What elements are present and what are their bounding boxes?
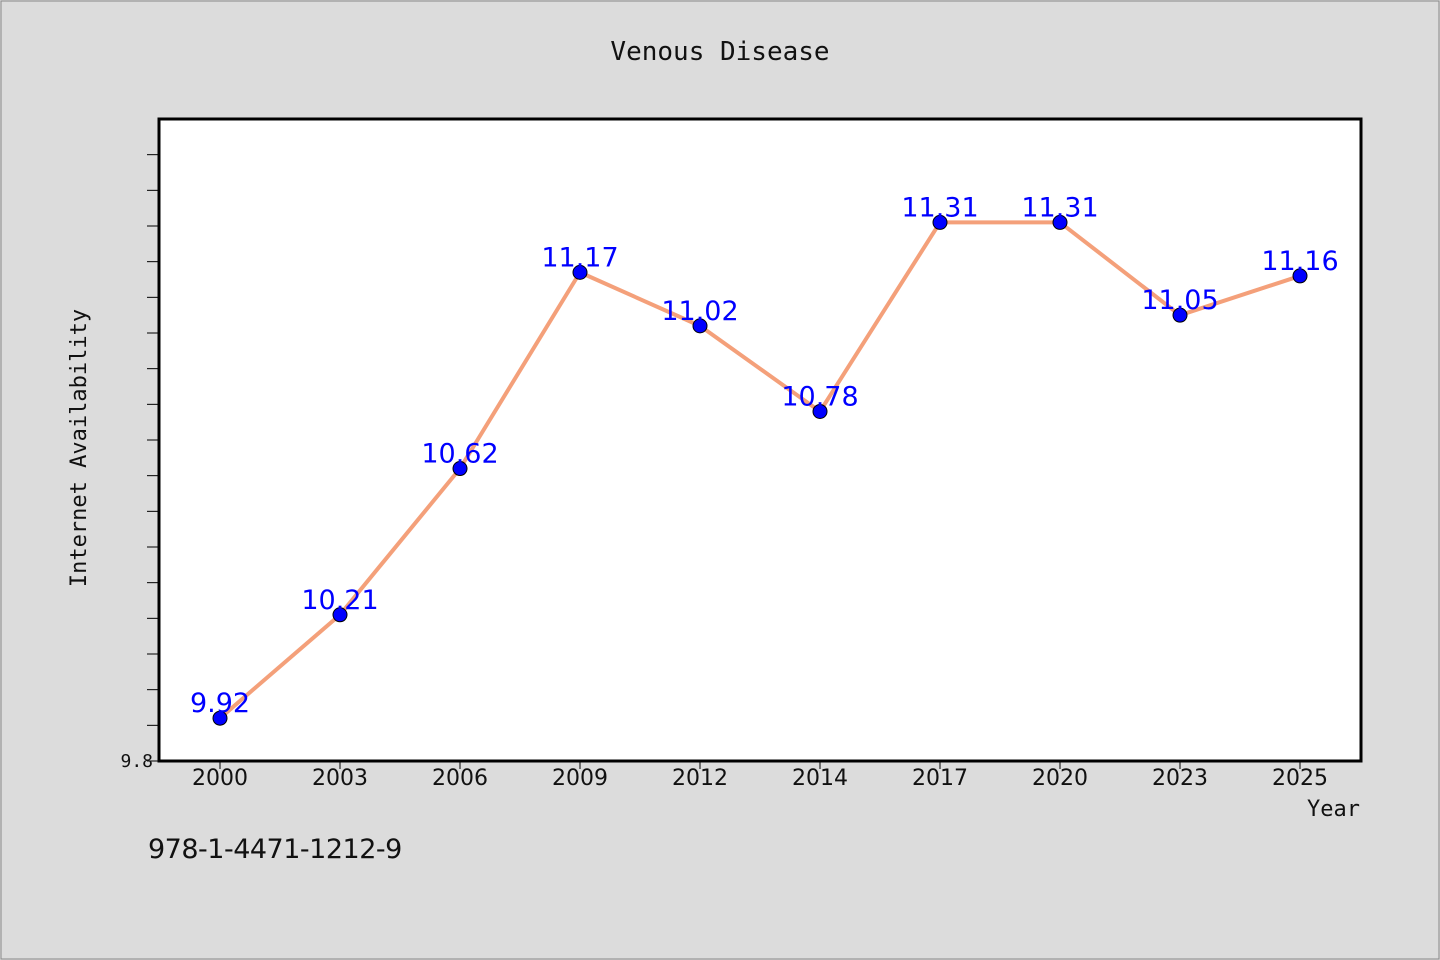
x-tick-label: 2000 [192, 766, 248, 791]
x-axis-ticks: 2000 2003 2006 2009 2012 2014 2017 2020 2023 2025 [192, 761, 1328, 791]
data-point [812, 403, 828, 419]
x-tick-label: 2023 [1152, 766, 1208, 791]
x-tick-label: 2006 [432, 766, 488, 791]
data-labels-group: 9.92 10.21 10.62 11.17 11.02 10.78 11.31 11.31 1… [190, 192, 1339, 719]
data-point [332, 607, 348, 623]
data-label: 11.16 [1261, 246, 1338, 277]
y-axis-label: Internet Availability [67, 309, 92, 587]
data-point [1052, 214, 1068, 230]
data-label: 11.31 [1021, 192, 1098, 223]
data-point [572, 264, 588, 280]
y-tick-label: 9.8 [120, 751, 153, 772]
x-axis-label: Year [1307, 797, 1360, 822]
x-tick-label: 2025 [1272, 766, 1328, 791]
series-line-group [218, 220, 1302, 721]
x-tick-label: 2012 [672, 766, 728, 791]
plot-area [157, 117, 1363, 763]
data-label: 11.31 [901, 192, 978, 223]
data-point [1292, 268, 1308, 284]
y-axis-ticks: 9.8 [120, 154, 159, 772]
data-point [452, 461, 468, 477]
data-point [1172, 307, 1188, 323]
x-tick-label: 2017 [912, 766, 968, 791]
data-label: 10.21 [301, 585, 378, 616]
x-tick-label: 2020 [1032, 766, 1088, 791]
data-label: 10.78 [781, 381, 858, 412]
data-label: 10.62 [421, 439, 498, 470]
x-tick-label: 2003 [312, 766, 368, 791]
x-tick-label: 2014 [792, 766, 848, 791]
chart-title: Venous Disease [610, 37, 829, 67]
data-label: 9.92 [190, 688, 250, 719]
data-label: 11.02 [661, 296, 738, 327]
footer-code: 978-1-4471-1212-9 [148, 834, 402, 865]
data-point [692, 318, 708, 334]
series-line [218, 220, 1302, 721]
data-label: 11.17 [541, 242, 618, 273]
data-point [932, 214, 948, 230]
data-label: 11.05 [1141, 285, 1218, 316]
markers-group [212, 214, 1308, 726]
x-tick-label: 2009 [552, 766, 608, 791]
data-point [212, 710, 228, 726]
